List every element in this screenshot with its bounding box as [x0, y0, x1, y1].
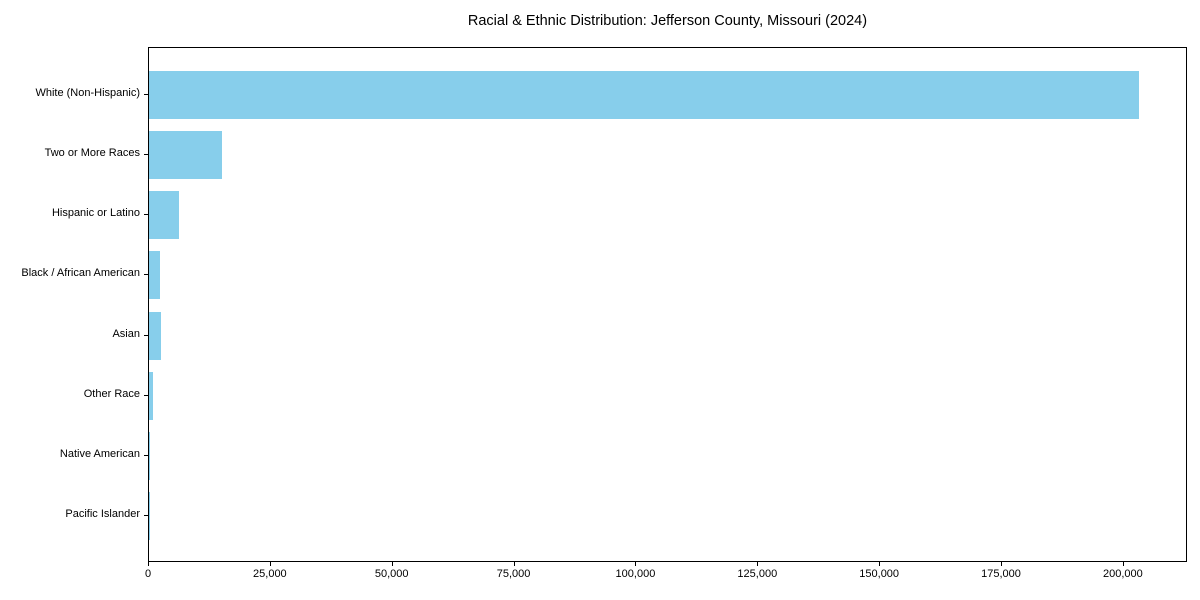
bar-asian — [149, 311, 161, 360]
bar-hispanic-or-latino — [149, 191, 180, 240]
x-tick-mark — [513, 562, 515, 566]
x-tick-mark — [635, 562, 637, 566]
x-tick-label: 200,000 — [1103, 568, 1143, 580]
y-tick-mark — [144, 94, 148, 96]
y-tick-mark — [144, 514, 148, 516]
x-tick-label: 175,000 — [981, 568, 1021, 580]
x-tick-mark — [1122, 562, 1124, 566]
y-tick-label: Pacific Islander — [65, 507, 140, 520]
plot-area — [148, 47, 1187, 562]
x-tick-mark — [1001, 562, 1003, 566]
x-tick-mark — [269, 562, 271, 566]
x-tick-label: 25,000 — [253, 568, 287, 580]
y-tick-mark — [144, 274, 148, 276]
y-tick-mark — [144, 334, 148, 336]
x-tick-label: 100,000 — [615, 568, 656, 580]
y-tick-mark — [144, 394, 148, 396]
x-tick-label: 50,000 — [374, 568, 409, 580]
chart-title: Racial & Ethnic Distribution: Jefferson … — [467, 13, 868, 29]
x-tick-mark — [148, 562, 149, 566]
y-tick-mark — [144, 454, 148, 456]
x-tick-mark — [879, 562, 881, 566]
bar-white-non-hispanic — [149, 71, 1139, 120]
y-tick-label: Hispanic or Latino — [51, 207, 140, 220]
y-tick-mark — [144, 154, 148, 156]
x-tick-label: 150,000 — [859, 568, 900, 580]
x-tick-mark — [391, 562, 393, 566]
bar-black-african-american — [149, 251, 160, 300]
y-tick-label: Other Race — [83, 387, 140, 400]
y-tick-mark — [144, 214, 148, 216]
y-tick-label: Native American — [59, 447, 140, 460]
x-tick-mark — [757, 562, 759, 566]
bar-native-american — [149, 431, 150, 480]
x-tick-label: 75,000 — [496, 568, 531, 580]
bar-two-or-more-races — [149, 131, 223, 180]
x-tick-label: 125,000 — [737, 568, 778, 580]
y-tick-label: White (Non-Hispanic) — [35, 87, 140, 100]
y-tick-label: Asian — [112, 327, 140, 340]
x-tick-label: 0 — [144, 568, 152, 580]
y-tick-label: Two or More Races — [44, 147, 140, 160]
bar-other-race — [149, 371, 153, 420]
y-tick-label: Black / African American — [21, 267, 140, 280]
